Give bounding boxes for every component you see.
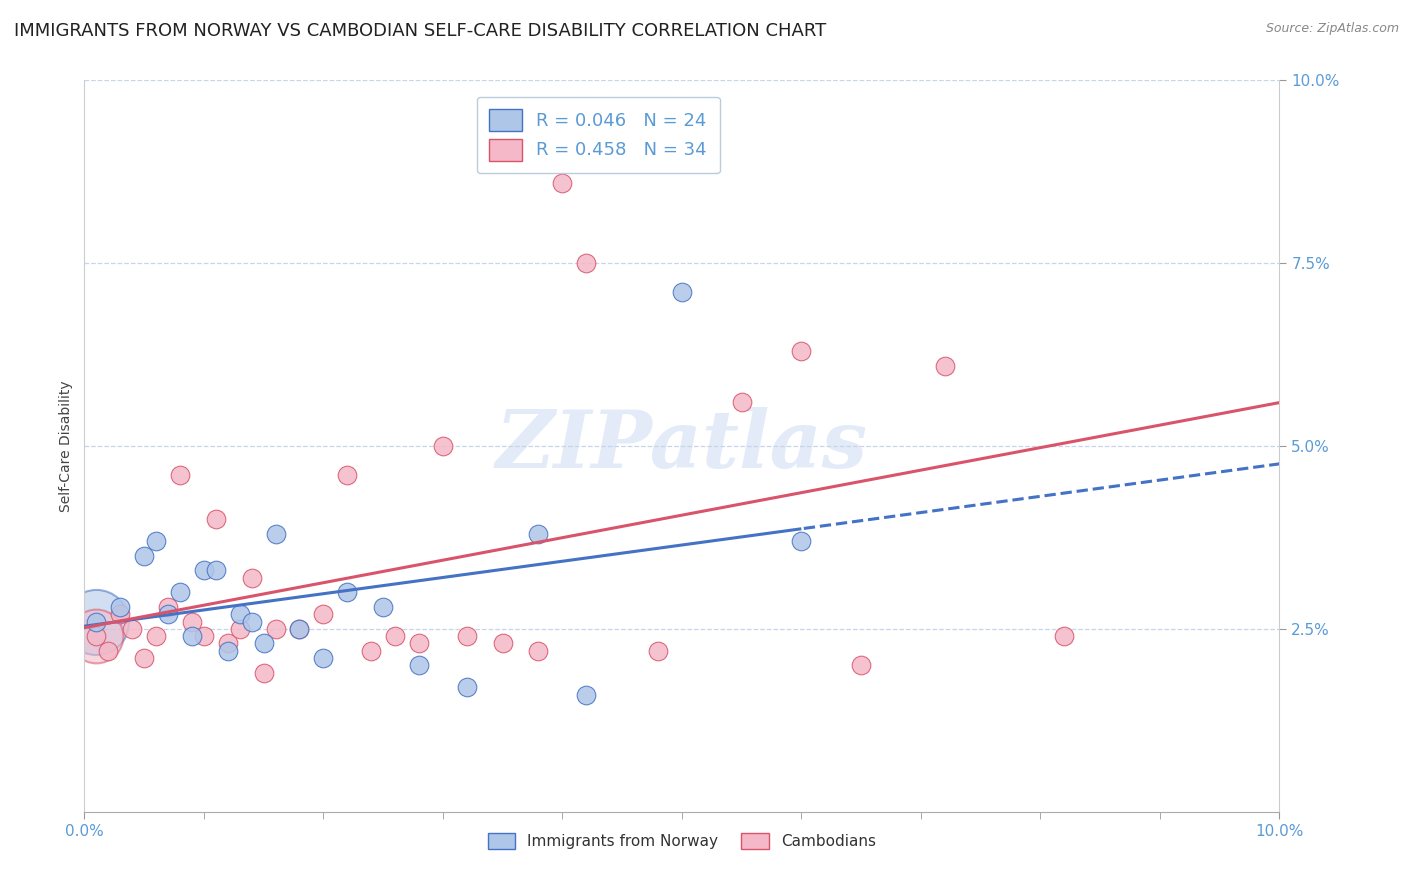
Point	[86, 615, 108, 629]
Point	[240, 615, 263, 629]
Point	[851, 658, 873, 673]
Point	[671, 285, 693, 300]
Point	[373, 599, 395, 614]
Point	[408, 658, 430, 673]
Point	[145, 534, 167, 549]
Point	[1053, 629, 1076, 643]
Point	[121, 622, 143, 636]
Point	[492, 636, 515, 650]
Point	[312, 651, 335, 665]
Point	[228, 622, 252, 636]
Point	[731, 395, 754, 409]
Point	[456, 629, 478, 643]
Point	[110, 607, 132, 622]
Text: ZIPatlas: ZIPatlas	[496, 408, 868, 484]
Point	[790, 534, 813, 549]
Point	[336, 468, 359, 483]
Text: Source: ZipAtlas.com: Source: ZipAtlas.com	[1265, 22, 1399, 36]
Point	[253, 636, 276, 650]
Point	[217, 644, 239, 658]
Point	[432, 439, 454, 453]
Point	[157, 599, 180, 614]
Point	[288, 622, 311, 636]
Point	[253, 665, 276, 680]
Point	[360, 644, 382, 658]
Point	[456, 681, 478, 695]
Point	[408, 636, 430, 650]
Point	[647, 644, 669, 658]
Point	[527, 644, 550, 658]
Point	[228, 607, 252, 622]
Point	[288, 622, 311, 636]
Point	[264, 526, 287, 541]
Point	[86, 615, 108, 629]
Point	[193, 563, 215, 577]
Point	[384, 629, 406, 643]
Point	[181, 615, 204, 629]
Point	[110, 599, 132, 614]
Text: IMMIGRANTS FROM NORWAY VS CAMBODIAN SELF-CARE DISABILITY CORRELATION CHART: IMMIGRANTS FROM NORWAY VS CAMBODIAN SELF…	[14, 22, 827, 40]
Point	[145, 629, 167, 643]
Point	[205, 563, 228, 577]
Point	[312, 607, 335, 622]
Point	[132, 549, 156, 563]
Point	[575, 256, 598, 270]
Point	[575, 688, 598, 702]
Point	[527, 526, 550, 541]
Point	[193, 629, 215, 643]
Point	[86, 629, 108, 643]
Y-axis label: Self-Care Disability: Self-Care Disability	[59, 380, 73, 512]
Point	[934, 359, 956, 373]
Point	[97, 644, 120, 658]
Legend: Immigrants from Norway, Cambodians: Immigrants from Norway, Cambodians	[482, 826, 882, 855]
Point	[264, 622, 287, 636]
Point	[169, 585, 191, 599]
Point	[240, 571, 263, 585]
Point	[132, 651, 156, 665]
Point	[790, 343, 813, 358]
Point	[169, 468, 191, 483]
Point	[551, 176, 574, 190]
Point	[336, 585, 359, 599]
Point	[86, 629, 108, 643]
Point	[181, 629, 204, 643]
Point	[157, 607, 180, 622]
Point	[217, 636, 239, 650]
Point	[205, 512, 228, 526]
